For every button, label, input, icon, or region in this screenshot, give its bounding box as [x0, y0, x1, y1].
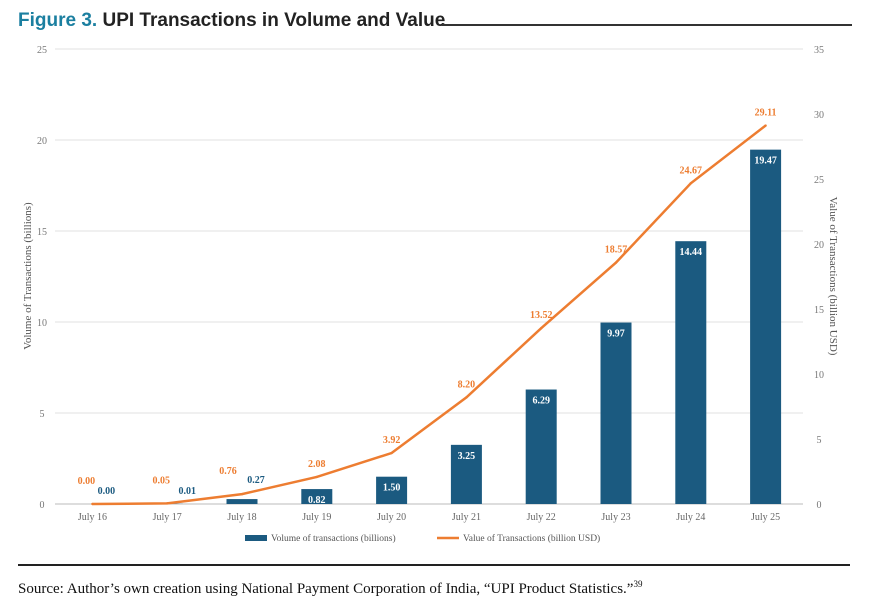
x-tick-label: July 23 — [601, 512, 630, 523]
line-value-label: 0.76 — [219, 466, 237, 477]
line-point — [166, 502, 169, 505]
bar-value-label: 0.27 — [247, 475, 265, 486]
bar — [450, 444, 482, 504]
line-point — [315, 475, 318, 479]
x-tick-label: July 25 — [751, 512, 780, 523]
bar-value-label: 14.44 — [680, 247, 703, 258]
right-tick-label: 35 — [814, 45, 824, 56]
right-tick-label: 10 — [814, 370, 824, 381]
x-tick-label: July 19 — [302, 512, 331, 523]
bar-value-label: 0.01 — [178, 486, 196, 497]
line-point — [689, 182, 692, 185]
legend-label-volume: Volume of transactions (billions) — [271, 533, 396, 544]
right-tick-label: 20 — [814, 240, 824, 251]
left-tick-label: 15 — [37, 227, 47, 238]
line-point — [614, 261, 618, 264]
bar — [376, 476, 408, 504]
x-tick-label: July 20 — [377, 512, 406, 523]
source-text: Source: Author’s own creation using Nati… — [18, 581, 634, 597]
x-tick-label: July 24 — [676, 512, 705, 523]
divider — [18, 564, 850, 566]
chart: 0 5 10 15 20 25 0 5 10 15 20 25 30 35 Volume of Transa… — [22, 45, 839, 544]
line-point — [390, 451, 393, 455]
right-tick-label: 0 — [817, 500, 822, 511]
bar-value-label: 0.00 — [98, 486, 116, 497]
figure-title-text: UPI Transactions in Volume and Value — [102, 10, 446, 31]
legend-label-value: Value of Transactions (billion USD) — [463, 533, 600, 544]
line-value-label: 24.67 — [680, 165, 703, 176]
left-tick-label: 0 — [40, 500, 45, 511]
bar — [226, 499, 258, 504]
bar-value-label: 9.97 — [607, 329, 625, 340]
bar-value-label: 19.47 — [754, 156, 777, 167]
bar-value-label: 1.50 — [383, 483, 401, 494]
title-rule — [442, 24, 852, 26]
right-tick-label: 30 — [814, 110, 824, 121]
bar — [750, 149, 782, 504]
bar — [600, 322, 632, 504]
value-line — [92, 124, 767, 506]
x-tick-label: July 18 — [227, 512, 256, 523]
line-point — [91, 502, 94, 506]
bar — [675, 241, 707, 504]
right-tick-label: 5 — [817, 435, 822, 446]
line-point — [764, 124, 767, 127]
right-tick-label: 25 — [814, 175, 824, 186]
line-point — [465, 396, 468, 399]
x-tick-label: July 16 — [78, 512, 107, 523]
figure-title: Figure 3. UPI Transactions in Volume and… — [18, 10, 445, 32]
line-point — [240, 492, 244, 496]
bar — [525, 389, 557, 504]
x-tick-label: July 21 — [452, 512, 481, 523]
line-value-label: 18.57 — [605, 245, 628, 256]
left-tick-label: 10 — [37, 318, 47, 329]
footnote-ref: 39 — [633, 579, 643, 589]
line-value-label: 29.11 — [755, 108, 777, 119]
left-tick-label: 5 — [40, 409, 45, 420]
bar — [301, 489, 333, 504]
right-axis-label: Value of Transactions (billion USD) — [827, 197, 839, 356]
bar-value-label: 6.29 — [532, 396, 550, 407]
left-axis-label: Volume of Transactions (billions) — [22, 202, 34, 350]
line-point — [540, 327, 543, 330]
x-tick-label: July 17 — [153, 512, 182, 523]
line-value-label: 0.05 — [152, 475, 170, 486]
line-value-label: 13.52 — [530, 310, 553, 321]
source-note: Source: Author’s own creation using Nati… — [18, 579, 642, 598]
figure-number: Figure 3. — [18, 10, 98, 31]
line-value-label: 2.08 — [308, 459, 326, 470]
bar-value-label: 0.82 — [308, 495, 326, 506]
x-tick-label: July 22 — [527, 512, 556, 523]
left-tick-label: 20 — [37, 136, 47, 147]
bar-value-label: 3.25 — [458, 451, 476, 462]
legend-swatch-volume — [245, 535, 267, 541]
line-value-label: 0.00 — [78, 476, 96, 487]
left-tick-label: 25 — [37, 45, 47, 56]
right-tick-label: 15 — [814, 305, 824, 316]
line-value-label: 8.20 — [458, 379, 476, 390]
line-value-label: 3.92 — [383, 435, 401, 446]
